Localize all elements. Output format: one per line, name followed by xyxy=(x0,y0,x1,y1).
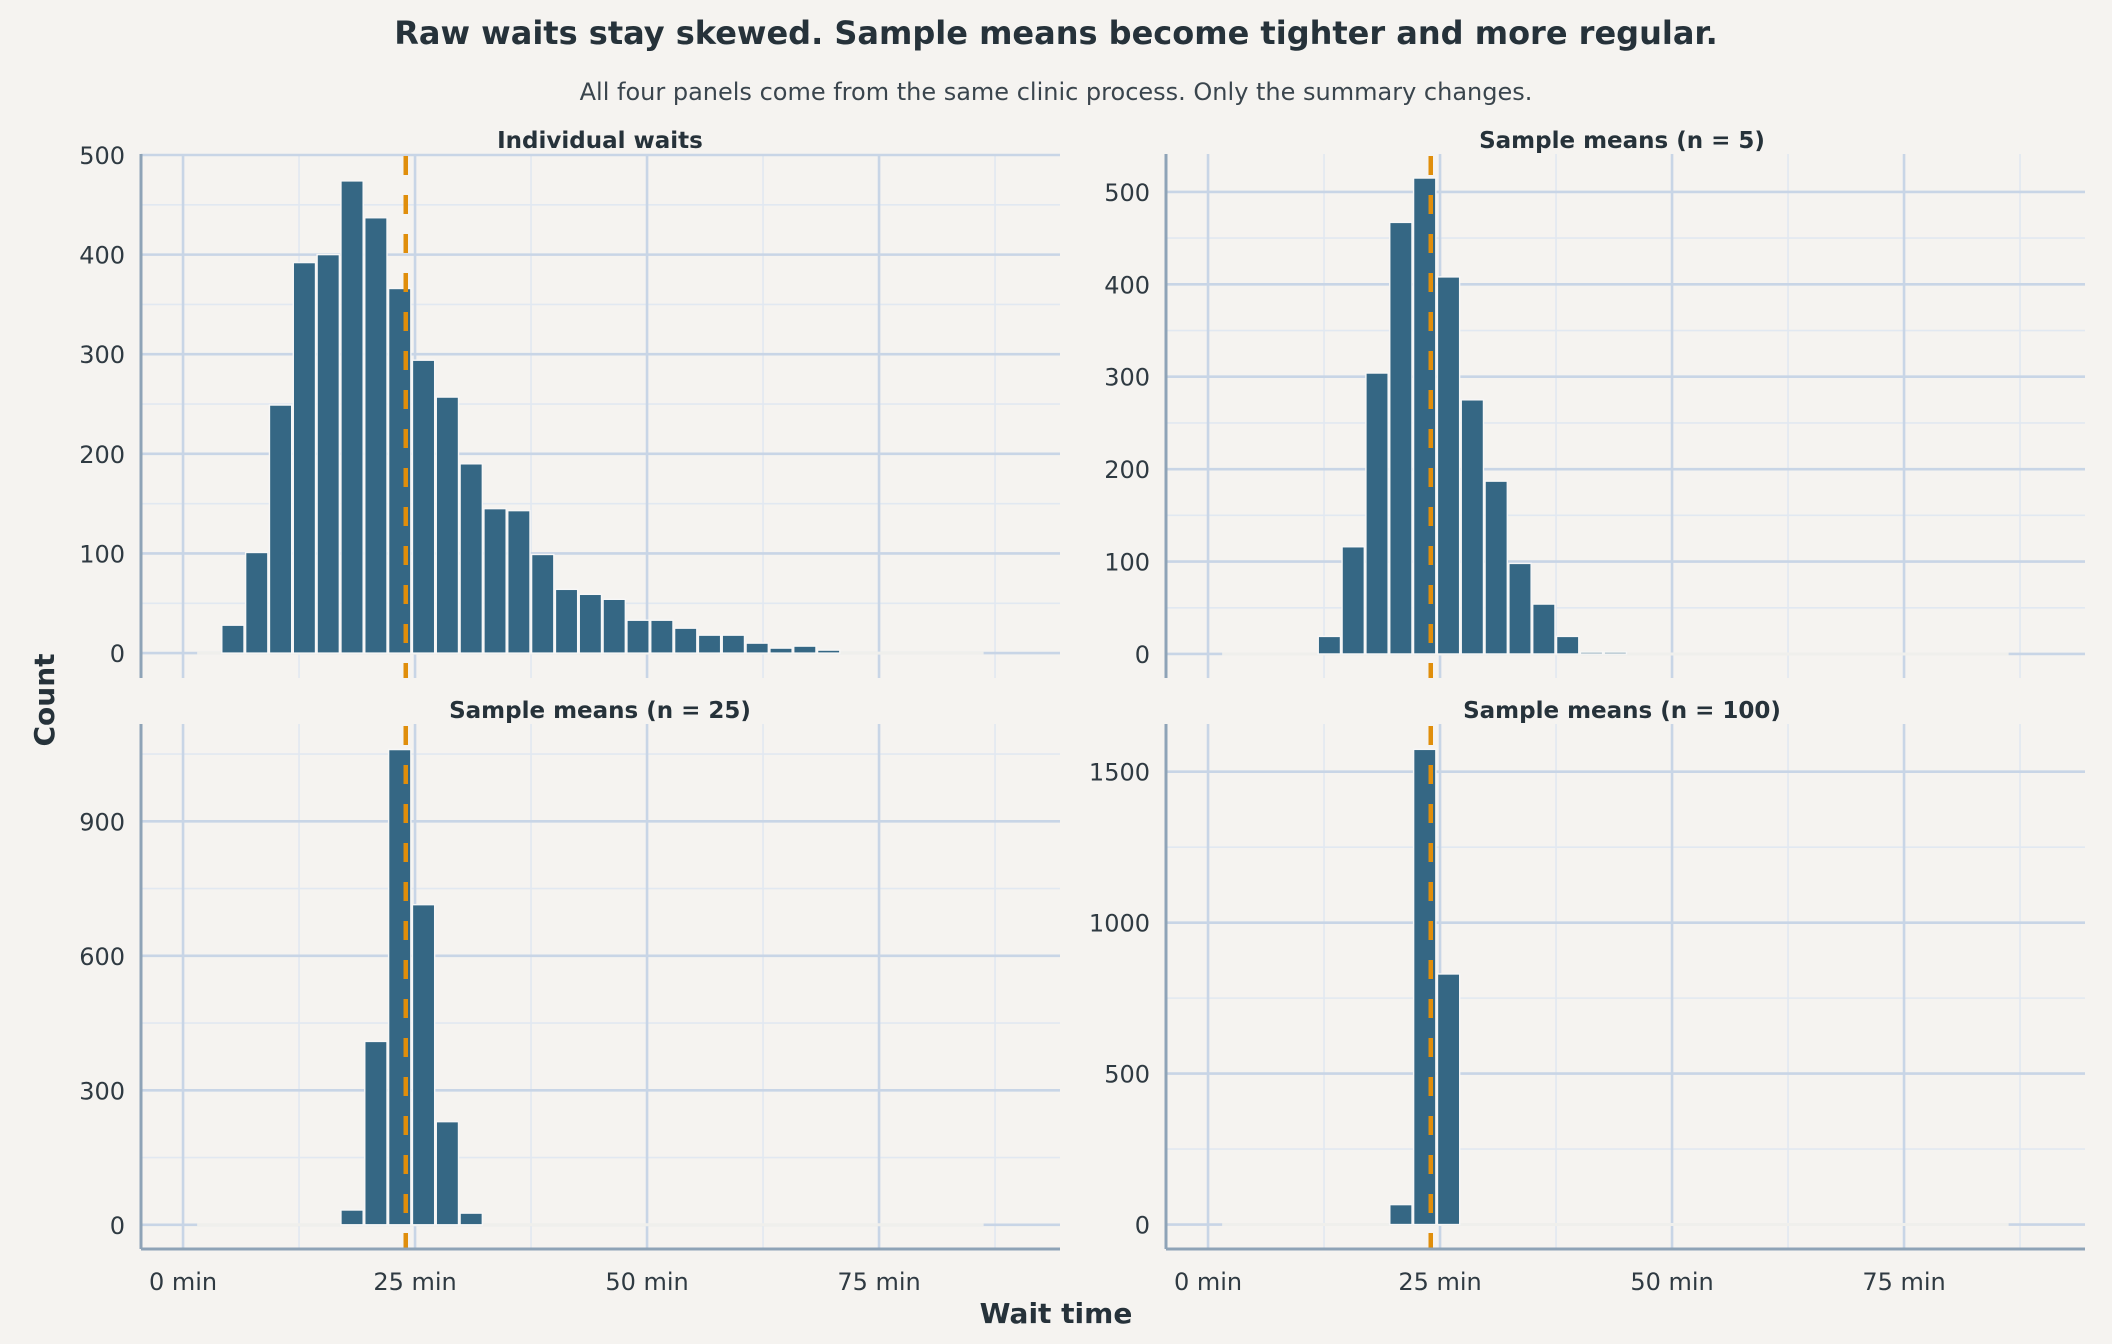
histogram-bar xyxy=(1412,748,1437,1226)
histogram-bar xyxy=(459,463,484,654)
y-tick-label: 300 xyxy=(79,341,125,369)
y-tick-label: 1500 xyxy=(1089,759,1150,787)
y-tick-label: 0 xyxy=(1135,1212,1150,1240)
y-tick-label: 300 xyxy=(1104,364,1150,392)
x-axis-label: Wait time xyxy=(980,1297,1133,1330)
histogram-bar xyxy=(459,1212,484,1226)
panel-3: 0 300 600 900 0 min 25 min 50 min 75 min Sample … xyxy=(79,698,1060,1296)
histogram-bar xyxy=(1555,635,1580,655)
histogram-bar xyxy=(244,551,269,654)
y-tick-label: 400 xyxy=(1104,271,1150,299)
y-tick-label: 200 xyxy=(79,441,125,469)
histogram-bar xyxy=(745,642,770,654)
histogram-bar xyxy=(411,903,436,1226)
panel-title: Sample means (n = 100) xyxy=(1463,698,1781,724)
y-tick-label: 0 xyxy=(1135,641,1150,669)
panel-2: 0 100 200 300 400 500 Sample means (n = 5) xyxy=(1104,128,2085,678)
histogram-bar xyxy=(340,1209,364,1226)
y-tick-label: 900 xyxy=(79,808,125,836)
x-tick-label: 25 min xyxy=(373,1268,456,1296)
y-tick-label: 0 xyxy=(110,640,125,668)
histogram-bar xyxy=(292,261,317,654)
y-tick-label: 400 xyxy=(79,242,125,270)
histogram-bar xyxy=(1341,546,1366,655)
histogram-bar xyxy=(340,180,364,654)
histogram-bar xyxy=(1508,562,1532,655)
histogram-bar xyxy=(1460,399,1485,655)
histogram-bar xyxy=(387,748,412,1226)
panel-title: Sample means (n = 25) xyxy=(449,698,751,724)
histogram-bar xyxy=(1579,651,1604,655)
x-tick-label: 0 min xyxy=(149,1268,217,1296)
histogram-bar xyxy=(364,1040,388,1226)
y-tick-label: 300 xyxy=(79,1077,125,1105)
histogram-bar xyxy=(816,649,841,654)
histogram-bar xyxy=(721,634,746,654)
histogram-bar xyxy=(435,1120,460,1226)
histogram-bar xyxy=(1436,973,1461,1226)
histogram-bar xyxy=(1532,603,1556,655)
histogram-bar xyxy=(769,647,793,654)
x-tick-label: 75 min xyxy=(1862,1268,1945,1296)
histogram-bar xyxy=(697,634,722,654)
y-tick-label: 600 xyxy=(79,943,125,971)
y-tick-label: 500 xyxy=(79,142,125,170)
histogram-bar xyxy=(650,619,674,654)
y-tick-label: 500 xyxy=(1104,179,1150,207)
histogram-bar xyxy=(316,253,341,654)
y-tick-label: 1000 xyxy=(1089,910,1150,938)
histogram-bar xyxy=(507,509,531,654)
y-tick-label: 100 xyxy=(79,540,125,568)
x-tick-label: 0 min xyxy=(1174,1268,1242,1296)
panel-1: 0 100 200 300 400 500 Individual waits xyxy=(79,128,1060,678)
histogram-bar xyxy=(364,217,388,654)
histogram-bar xyxy=(268,404,293,654)
histogram-bar xyxy=(435,396,460,654)
x-tick-label: 50 min xyxy=(1630,1268,1713,1296)
histogram-bar xyxy=(411,359,436,654)
histogram-bar xyxy=(1412,177,1437,655)
histogram-bar xyxy=(1389,1203,1413,1226)
histogram-bar xyxy=(673,627,698,654)
histogram-bar xyxy=(602,598,627,654)
y-tick-label: 500 xyxy=(1104,1061,1150,1089)
histogram-bar xyxy=(554,588,579,654)
histogram-bar xyxy=(626,619,650,654)
panel-title: Individual waits xyxy=(497,128,703,154)
y-tick-label: 200 xyxy=(1104,456,1150,484)
x-tick-label: 50 min xyxy=(605,1268,688,1296)
histogram-bar xyxy=(1436,276,1461,655)
x-tick-label: 75 min xyxy=(837,1268,920,1296)
panel-4: 0 500 1000 1500 0 min 25 min 50 min 75 min Sampl… xyxy=(1089,698,2085,1296)
y-axis-label: Count xyxy=(28,653,61,746)
histogram-bar xyxy=(1389,221,1413,655)
chart-subtitle: All four panels come from the same clini… xyxy=(579,78,1533,106)
panel-title: Sample means (n = 5) xyxy=(1479,128,1765,154)
histogram-bar xyxy=(578,593,603,654)
panels: 0 100 200 300 400 500 Individual waits 0 100 200 3… xyxy=(79,128,2085,1296)
histogram-bar xyxy=(1603,651,1628,655)
y-tick-label: 0 xyxy=(110,1212,125,1240)
histogram-bar xyxy=(483,507,507,654)
histogram-bar xyxy=(530,553,555,654)
x-tick-label: 25 min xyxy=(1398,1268,1481,1296)
chart-title: Raw waits stay skewed. Sample means beco… xyxy=(394,14,1718,52)
histogram-bar xyxy=(1317,635,1342,655)
histogram-bar xyxy=(793,645,817,654)
y-tick-label: 100 xyxy=(1104,549,1150,577)
histogram-bar xyxy=(1365,372,1389,655)
histogram-bar xyxy=(221,624,245,654)
histogram-bar xyxy=(1484,480,1508,655)
